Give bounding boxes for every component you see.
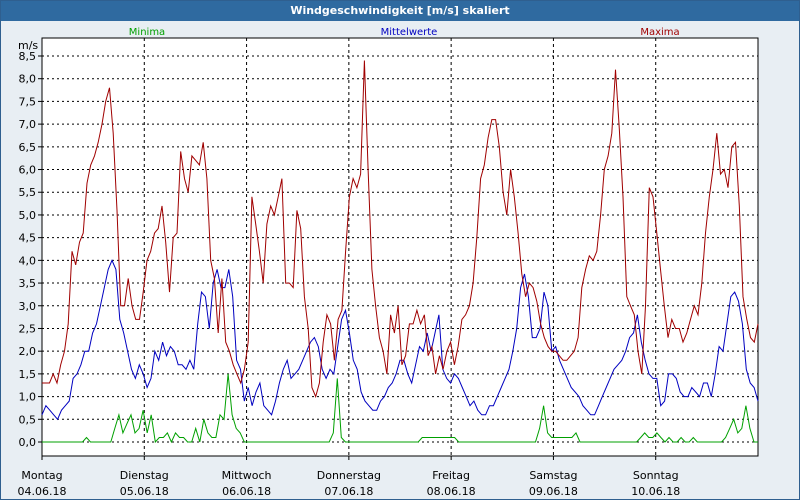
y-tick-label: 8,0 <box>19 73 37 86</box>
y-tick-label: 6,0 <box>19 164 37 177</box>
window-title: Windgeschwindigkeit [m/s] skaliert <box>1 1 799 21</box>
y-tick-label: 5,0 <box>19 209 37 222</box>
x-tick-date-label: 08.06.18 <box>427 485 476 498</box>
y-tick-label: 6,5 <box>19 141 37 154</box>
x-tick-day-label: Sonntag <box>633 469 679 482</box>
series-line-mittelwerte <box>41 259 759 421</box>
x-tick-date-label: 06.06.18 <box>222 485 271 498</box>
x-tick-day-label: Dienstag <box>120 469 169 482</box>
x-tick-date-label: 07.06.18 <box>324 485 373 498</box>
series-line-maxima <box>42 60 759 399</box>
y-tick-label: 1,5 <box>19 368 37 381</box>
y-axis-label: m/s <box>18 39 38 52</box>
y-tick-label: 4,0 <box>19 254 37 267</box>
y-tick-label: 2,0 <box>19 345 37 358</box>
y-tick-label: 3,5 <box>19 277 37 290</box>
x-tick-day-label: Freitag <box>432 469 470 482</box>
y-tick-label: 0,0 <box>19 436 37 449</box>
y-tick-label: 7,0 <box>19 118 37 131</box>
legend-mittelwerte: Mittelwerte <box>381 27 438 38</box>
y-tick-label: 4,5 <box>19 232 37 245</box>
y-tick-label: 7,5 <box>19 95 37 108</box>
y-tick-label: 8,5 <box>19 50 37 63</box>
y-tick-label: 2,5 <box>19 322 37 335</box>
y-tick-label: 5,5 <box>19 186 37 199</box>
x-tick-day-label: Samstag <box>529 469 577 482</box>
x-tick-day-label: Montag <box>21 469 62 482</box>
legend-maxima: Maxima <box>640 27 679 38</box>
legend-minima: Minima <box>129 27 165 38</box>
y-tick-label: 0,5 <box>19 413 37 426</box>
x-tick-day-label: Donnerstag <box>317 469 381 482</box>
x-tick-date-label: 09.06.18 <box>529 485 578 498</box>
series-line-minima <box>42 373 758 444</box>
x-tick-day-label: Mittwoch <box>222 469 272 482</box>
x-tick-date-label: 04.06.18 <box>18 485 67 498</box>
y-tick-label: 3,0 <box>19 300 37 313</box>
plot-area <box>41 37 759 457</box>
y-tick-label: 1,0 <box>19 391 37 404</box>
x-tick-date-label: 10.06.18 <box>631 485 680 498</box>
x-tick-date-label: 05.06.18 <box>120 485 169 498</box>
